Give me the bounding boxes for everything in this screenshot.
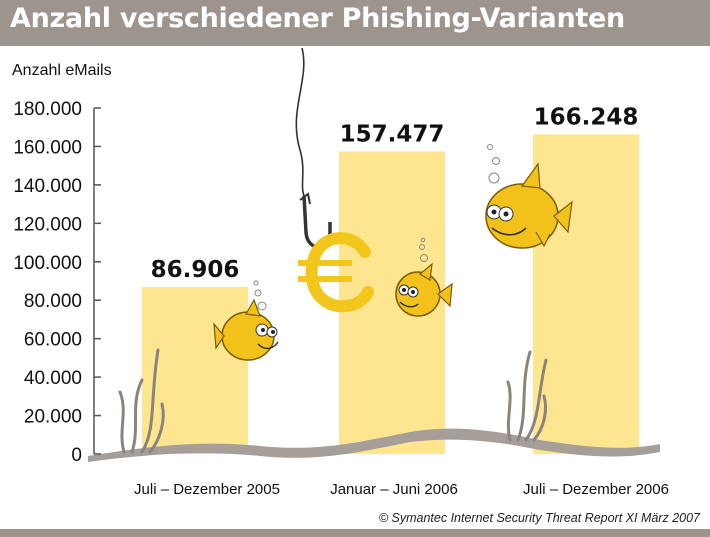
data-label: 166.248	[534, 104, 639, 130]
y-tick-label: 20.000	[24, 407, 82, 428]
seaweed	[118, 348, 548, 454]
bar-3	[533, 134, 639, 455]
fish-group	[213, 144, 573, 361]
seaweed-icon	[506, 350, 548, 442]
bottom-bar	[0, 529, 710, 537]
x-tick-label: Juli – Dezember 2006	[523, 481, 669, 498]
bars	[142, 134, 639, 455]
bubble-icon	[419, 237, 428, 262]
data-label: 157.477	[340, 121, 445, 147]
title-bar: Anzahl verschiedener Phishing-Varianten	[0, 0, 710, 46]
y-axis: 0 20.000 40.000 60.000 80.000 100.000 120.000 1…	[13, 99, 101, 466]
labels: 86.906 157.477 166.248 Juli – Dezember 2005…	[134, 104, 669, 498]
chart-title: Anzahl verschiedener Phishing-Varianten	[10, 3, 625, 34]
y-tick-label: 80.000	[24, 291, 82, 312]
euro-sign-icon	[298, 232, 374, 313]
y-tick-label: 100.000	[13, 253, 82, 274]
bar-1	[142, 286, 248, 454]
fish-icon	[213, 298, 279, 361]
y-tick-label: 60.000	[24, 330, 82, 351]
y-tick-label: 120.000	[13, 214, 82, 235]
seabed	[88, 428, 660, 462]
bubble-icon	[487, 144, 500, 184]
data-label: 86.906	[151, 257, 240, 283]
seabed-shape	[88, 428, 660, 462]
y-tick-label: 0	[71, 445, 82, 466]
y-tick-label: 180.000	[13, 99, 82, 120]
y-tick-label: 140.000	[13, 176, 82, 197]
seaweed-icon	[118, 348, 165, 454]
x-tick-label: Januar – Juni 2006	[330, 481, 458, 498]
bubble-icon	[253, 280, 267, 311]
x-tick-label: Juli – Dezember 2005	[134, 481, 280, 498]
fish-icon	[485, 162, 573, 249]
fish-icon	[395, 262, 453, 317]
y-axis-label: Anzahl eMails	[12, 62, 112, 79]
y-tick-label: 40.000	[24, 368, 82, 389]
y-tick-label: 160.000	[13, 137, 82, 158]
source-note: © Symantec Internet Security Threat Repo…	[378, 511, 700, 525]
fishing-hook-icon	[295, 47, 332, 249]
